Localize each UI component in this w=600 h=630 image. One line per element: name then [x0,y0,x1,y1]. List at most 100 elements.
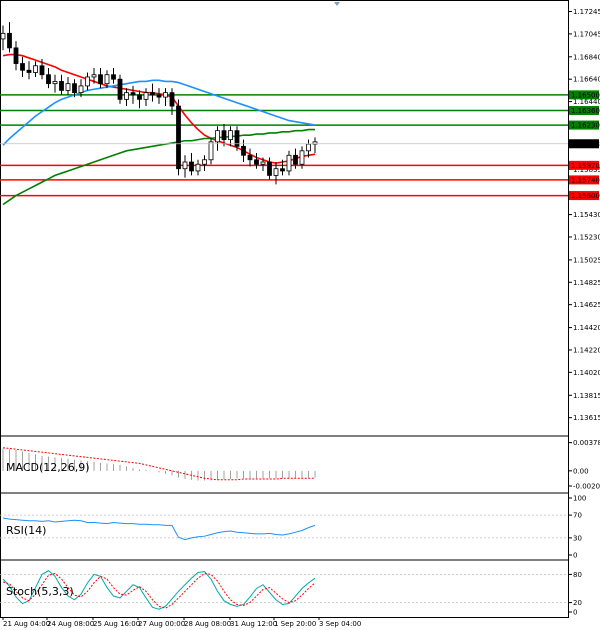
price-tick-label: 1.17045 [573,30,600,38]
level-badge [569,106,599,116]
candle-body[interactable] [182,161,188,170]
candle-body[interactable] [143,92,149,100]
candle-body[interactable] [39,65,45,76]
price-tick-label: 1.14825 [573,279,600,287]
candle-body[interactable] [130,92,136,96]
macd-tick-label: 0.003781 [573,439,600,447]
macd-tick-label: 0.00 [573,467,589,475]
candle-body[interactable] [150,92,155,96]
candle-body[interactable] [260,161,266,165]
level-label: 1.15600 [571,192,600,200]
candle-body[interactable] [46,74,51,85]
time-tick-label: 27 Aug 00:00 [138,620,185,628]
candle-body[interactable] [286,154,292,172]
level-badge [569,160,599,170]
candle-body[interactable] [293,154,298,165]
candle-body[interactable] [202,159,207,165]
scroll-marker[interactable] [334,2,340,6]
rsi-line [2,517,316,541]
level-badge [569,175,599,185]
level-label: 1.15740 [571,176,600,184]
candle-body[interactable] [306,143,311,152]
time-tick-label: 3 Sep 04:00 [319,620,361,628]
rsi-title: RSI(14) [6,524,46,537]
level-badge [569,191,599,201]
candle-body[interactable] [20,63,25,71]
candle-body[interactable] [72,83,77,94]
level-badge [569,120,599,130]
candle-body[interactable] [273,168,279,176]
candle-body[interactable] [280,168,285,172]
price-tick-label: 1.15430 [573,211,600,219]
candle-body[interactable] [65,83,71,91]
candle-body[interactable] [247,154,253,161]
macd-title: MACD(12,26,9) [6,461,90,474]
price-tick-label: 1.15230 [573,233,600,241]
price-tick-label: 1.13615 [573,414,600,422]
candle-body[interactable] [241,145,246,156]
candle-body[interactable] [59,81,64,91]
price-tick-label: 1.14420 [573,324,600,332]
rsi-tick-label: 100 [573,495,586,503]
rsi-tick-label: 0 [573,552,577,560]
candle-body[interactable] [169,92,175,107]
moving-average-line [2,128,315,206]
price-tick-label: 1.15025 [573,256,600,264]
time-tick-label: 28 Aug 08:00 [184,620,231,628]
candle-body[interactable] [13,47,19,64]
candle-body[interactable] [195,163,201,172]
level-label: 1.15870 [571,162,600,170]
time-tick-label: 31 Aug 12:00 [230,620,277,628]
stoch-tick-label: 20 [573,599,582,607]
price-tick-label: 1.14220 [573,346,600,354]
macd-tick-label: -0.002031 [573,482,600,490]
candle-body[interactable] [91,74,97,78]
current-price-label: 1.16063 [571,140,600,148]
candle-body[interactable] [137,94,142,100]
candle-body[interactable] [0,32,6,40]
level-label: 1.16230 [571,122,600,130]
candle-body[interactable] [221,130,227,141]
candle-body[interactable] [52,81,58,85]
moving-average-line [2,53,316,164]
level-label: 1.16500 [571,91,600,99]
stoch-tick-label: 0 [573,609,577,617]
price-tick-label: 1.16640 [573,76,600,84]
candle-body[interactable] [215,130,220,143]
candle-body[interactable] [267,161,272,176]
candle-body[interactable] [85,76,90,87]
candle-body[interactable] [26,69,32,73]
stoch-k-line [2,570,316,610]
price-tick-label: 1.17245 [573,8,600,16]
candle-body[interactable] [111,74,116,80]
candle-body[interactable] [104,74,110,85]
candle-body[interactable] [208,141,214,161]
candle-body[interactable] [254,159,259,165]
macd-signal-line [2,447,315,481]
stoch-d-line [2,572,316,609]
candle-body[interactable] [234,130,240,147]
price-tick-label: 1.16840 [573,53,600,61]
rsi-tick-label: 70 [573,512,582,520]
candle-body[interactable] [98,74,103,85]
current-price-badge [569,139,599,149]
candle-body[interactable] [33,65,38,73]
candle-body[interactable] [7,32,12,49]
candle-body[interactable] [124,92,129,100]
candle-body[interactable] [299,150,305,165]
stoch-title: Stoch(5,3,3) [6,585,74,598]
candle-body[interactable] [163,92,168,98]
candle-body[interactable] [176,105,181,170]
candle-body[interactable] [117,78,123,100]
rsi-tick-label: 30 [573,534,582,542]
price-tick-label: 1.14625 [573,301,600,309]
stoch-tick-label: 80 [573,571,582,579]
candle-body[interactable] [156,94,162,98]
time-tick-label: 1 Sep 20:00 [274,620,316,628]
time-tick-label: 25 Aug 16:00 [93,620,140,628]
candle-body[interactable] [228,130,233,141]
candle-body[interactable] [189,161,194,172]
price-tick-label: 1.13815 [573,392,600,400]
candle-body[interactable] [78,85,84,94]
